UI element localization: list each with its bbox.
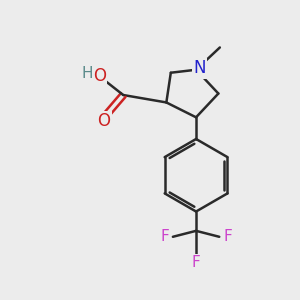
Text: H: H — [82, 66, 93, 81]
Text: F: F — [223, 229, 232, 244]
Text: N: N — [194, 59, 206, 77]
Text: O: O — [93, 67, 106, 85]
Text: F: F — [160, 229, 169, 244]
Text: O: O — [98, 112, 110, 130]
Text: F: F — [192, 255, 200, 270]
